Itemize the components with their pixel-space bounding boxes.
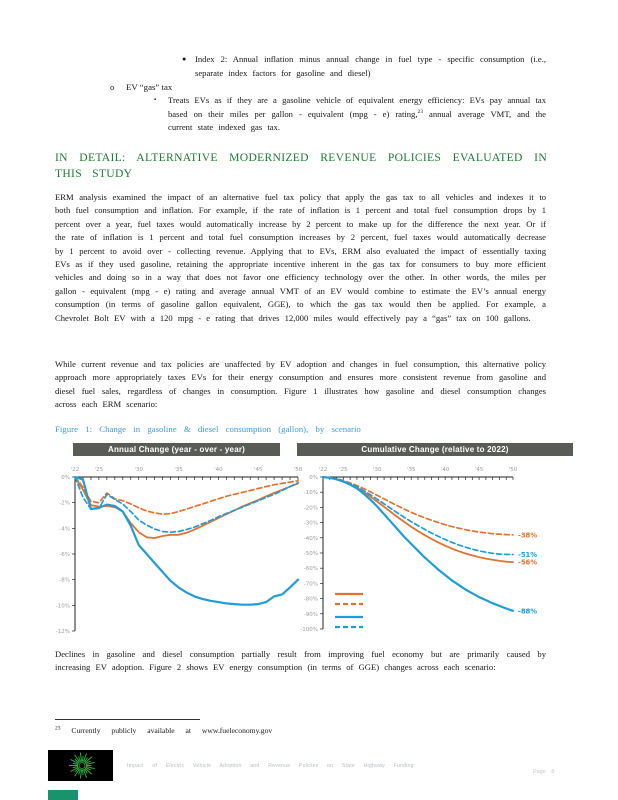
cumulative-change-chart-title: Cumulative Change (relative to 2022) (297, 443, 573, 456)
svg-text:-4%: -4% (59, 526, 70, 532)
svg-text:-60%: -60% (304, 566, 318, 572)
svg-text:-90%: -90% (304, 612, 318, 618)
svg-text:'40: '40 (214, 467, 223, 473)
svg-text:-8%: -8% (59, 578, 70, 584)
paragraph-declines: Declines in gasoline and diesel consumpt… (55, 649, 546, 673)
svg-text:-10%: -10% (304, 490, 318, 496)
svg-text:'35: '35 (174, 467, 183, 473)
footnote-separator (55, 719, 200, 720)
bullet-text-index2: Index 2: Annual inflation minus annual c… (195, 54, 546, 78)
footnote-ref-23: 23 (417, 108, 424, 115)
svg-text:-56%: -56% (518, 559, 537, 567)
svg-text:'25: '25 (339, 467, 348, 473)
svg-text:'50: '50 (294, 467, 303, 473)
footnote-url-link[interactable]: www.fueleconomy.gov (201, 726, 273, 735)
svg-text:0%: 0% (309, 475, 318, 481)
footnote-text: Currently publicly available at (71, 726, 191, 735)
svg-text:-10%: -10% (56, 603, 70, 609)
svg-text:'35: '35 (407, 467, 416, 473)
section-heading: IN DETAIL: ALTERNATIVE MODERNIZED REVENU… (55, 151, 547, 180)
svg-text:-12%: -12% (56, 629, 70, 635)
svg-text:-40%: -40% (304, 536, 318, 542)
bullet-circle-icon: o (110, 82, 115, 92)
svg-text:-70%: -70% (304, 581, 318, 587)
svg-text:'22: '22 (319, 467, 328, 473)
cumulative-change-chart: Cumulative Change (relative to 2022) '22… (297, 443, 589, 642)
footnote: 23 Currently publicly available at www.f… (55, 726, 475, 735)
footnote-number: 23 (55, 725, 61, 732)
bullet-square-icon: ▪ (154, 97, 157, 103)
svg-text:-50%: -50% (304, 551, 318, 557)
treats-text-pre: Treats EVs as if they are a gasoline veh… (168, 95, 546, 119)
svg-text:-100%: -100% (300, 627, 318, 633)
svg-text:'30: '30 (373, 467, 382, 473)
footer-document-title: Impact of Electric Vehicle Adoption and … (127, 763, 414, 769)
svg-text:'45: '45 (254, 467, 263, 473)
bullet-item-index2: ● Index 2: Annual inflation minus annual… (182, 53, 546, 80)
figure-1-charts: Annual Change (year - over - year) '22'2… (55, 443, 600, 645)
svg-text:-80%: -80% (304, 597, 318, 603)
top-bullet-list: ● Index 2: Annual inflation minus annual… (0, 53, 618, 135)
svg-text:0%: 0% (61, 475, 70, 481)
bullet-dot-icon: ● (182, 55, 187, 63)
svg-text:'45: '45 (475, 467, 484, 473)
footer-page-number: Page 8 (533, 769, 555, 775)
svg-text:-2%: -2% (59, 501, 70, 507)
figure-1-caption: Figure 1: Change in gasoline & diesel co… (55, 424, 361, 434)
bullet-text-ev-gas-tax: EV “gas” tax (126, 82, 173, 92)
svg-text:'40: '40 (441, 467, 450, 473)
svg-text:'50: '50 (509, 467, 518, 473)
svg-text:-6%: -6% (59, 552, 70, 558)
svg-text:'30: '30 (134, 467, 143, 473)
bullet-item-treats-evs: ▪ Treats EVs as if they are a gasoline v… (147, 94, 546, 135)
svg-text:-88%: -88% (518, 607, 537, 615)
bullet-item-ev-gas-tax: o EV “gas” tax (110, 81, 618, 94)
annual-change-chart-title: Annual Change (year - over - year) (73, 443, 280, 456)
paragraph-erm-analysis: ERM analysis examined the impact of an a… (55, 192, 546, 323)
bottom-left-green-block (48, 790, 78, 800)
svg-text:-30%: -30% (304, 521, 318, 527)
svg-text:-20%: -20% (304, 505, 318, 511)
annual-change-chart-plot: '22 '25 '30 '35 '40 '45 '50 0% -2% -4% -6% -8% -10% -… (56, 467, 303, 635)
bullet-text-treats-evs: Treats EVs as if they are a gasoline veh… (168, 94, 546, 135)
paragraph-while-current: While current revenue and tax policies a… (55, 359, 546, 410)
cumulative-change-chart-plot: '22 '25 '30 '35 '40 '45 '50 0% -10% -20% -30% -40% -… (300, 467, 537, 633)
treats-text-post: annual average VMT, and the current stat… (168, 108, 546, 133)
svg-text:'22: '22 (71, 467, 80, 473)
erm-logo (48, 750, 113, 781)
svg-text:'25: '25 (95, 467, 104, 473)
erm-starburst-icon (69, 752, 95, 779)
annual-change-chart: Annual Change (year - over - year) '22'2… (55, 443, 307, 642)
svg-text:-51%: -51% (518, 551, 537, 559)
svg-text:-38%: -38% (518, 531, 537, 539)
